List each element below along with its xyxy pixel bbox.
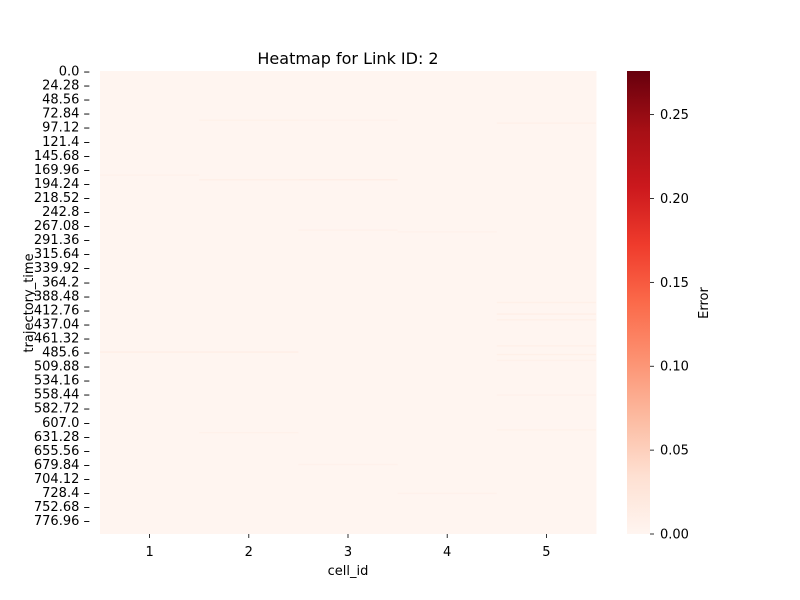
x-tick-label: 5: [542, 545, 550, 560]
x-axis: 1 2 3 4 5: [145, 534, 551, 560]
x-tick-label: 2: [245, 545, 253, 560]
heat-cell-streak: [496, 122, 596, 124]
y-tick-label: 485.6 –: [42, 346, 90, 361]
colorbar-tick-label: 0.20: [660, 192, 689, 207]
y-tick-label: 558.44 –: [34, 388, 90, 403]
x-tick-label: 1: [145, 545, 153, 560]
heat-cell-column-4: [397, 71, 498, 534]
y-axis-label: trajectory_time: [22, 253, 37, 352]
heat-cell-streak: [496, 359, 596, 362]
heat-cell-streak: [199, 351, 299, 353]
heat-cell-streak: [199, 179, 299, 181]
y-tick-label: 194.24 –: [34, 177, 90, 192]
colorbar-tick-label: 0.10: [660, 360, 689, 375]
heat-cell-column-2: [199, 71, 299, 534]
heat-cell-column-3: [298, 71, 399, 534]
heat-cell-streak: [496, 345, 596, 347]
y-tick-label: 728.4 –: [42, 486, 90, 501]
colorbar: 0.00 0.05 0.10 0.15 0.20 0.25: [627, 71, 689, 543]
y-axis: 0.0 –24.28 –48.56 –72.84 –97.12 –121.4 –…: [34, 65, 90, 530]
heat-cell-column-1: [100, 71, 200, 534]
y-tick-label: 776.96 –: [34, 514, 90, 529]
y-tick-label: 461.32 –: [34, 331, 90, 346]
y-tick-label: 72.84 –: [42, 107, 90, 122]
y-tick-label: 704.12 –: [34, 472, 90, 487]
y-tick-label: 0.0 –: [59, 65, 90, 80]
heat-cell-streak: [496, 394, 596, 396]
heat-cell-streak: [496, 301, 596, 304]
y-tick-label: 388.48 –: [34, 289, 90, 304]
heat-cell-streak: [397, 492, 497, 495]
y-tick-label: 218.52 –: [34, 191, 90, 206]
y-tick-label: 48.56 –: [42, 93, 90, 108]
y-tick-label: 24.28 –: [42, 79, 90, 94]
y-tick-label: 412.76 –: [34, 303, 90, 318]
y-tick-label: 267.08 –: [34, 219, 90, 234]
y-tick-label: 655.56 –: [34, 444, 90, 459]
heat-cell-streak: [298, 463, 398, 466]
y-tick-label: 169.96 –: [34, 163, 90, 178]
heat-cell-streak: [496, 319, 596, 321]
colorbar-tick-label: 0.15: [660, 276, 689, 291]
heatmap-area: [100, 71, 597, 534]
heat-cell-streak: [298, 229, 398, 231]
y-tick-label: 339.92 –: [34, 261, 90, 276]
x-tick-label: 3: [344, 545, 352, 560]
x-axis-label: cell_id: [328, 564, 369, 579]
heat-cell-streak: [100, 174, 200, 176]
y-tick-label: 437.04 –: [34, 317, 90, 332]
y-tick-label: 509.88 –: [34, 360, 90, 375]
heat-cell-streak: [298, 179, 398, 181]
colorbar-label: Error: [697, 287, 712, 319]
y-tick-label: 315.64 –: [34, 247, 90, 262]
colorbar-tick-label: 0.05: [660, 444, 689, 459]
y-tick-label: 631.28 –: [34, 430, 90, 445]
heat-cell-streak: [397, 231, 497, 233]
y-tick-label: 121.4 –: [42, 135, 90, 150]
x-tick-label: 4: [443, 545, 451, 560]
y-tick-label: 534.16 –: [34, 374, 90, 389]
heat-cell-streak: [496, 353, 596, 356]
y-tick-label: 291.36 –: [34, 233, 90, 248]
y-tick-label: 752.68 –: [34, 500, 90, 515]
y-tick-label: 97.12 –: [42, 121, 90, 136]
heat-cell-streak: [199, 119, 299, 121]
heat-cell-streak: [100, 351, 200, 353]
heat-cell-streak: [496, 429, 596, 431]
colorbar-tick-label: 0.25: [660, 108, 689, 123]
chart-title: Heatmap for Link ID: 2: [257, 49, 438, 68]
y-tick-label: 364.2 –: [42, 275, 90, 290]
heat-cell-streak: [298, 119, 398, 121]
y-tick-label: 242.8 –: [42, 205, 90, 220]
colorbar-gradient: [627, 71, 650, 534]
y-tick-label: 679.84 –: [34, 458, 90, 473]
y-tick-label: 145.68 –: [34, 149, 90, 164]
colorbar-tick-label: 0.00: [660, 528, 689, 543]
y-tick-label: 582.72 –: [34, 402, 90, 417]
heat-cell-streak: [496, 313, 596, 315]
y-tick-label: 607.0 –: [42, 416, 90, 431]
heat-cell-streak: [199, 432, 299, 434]
